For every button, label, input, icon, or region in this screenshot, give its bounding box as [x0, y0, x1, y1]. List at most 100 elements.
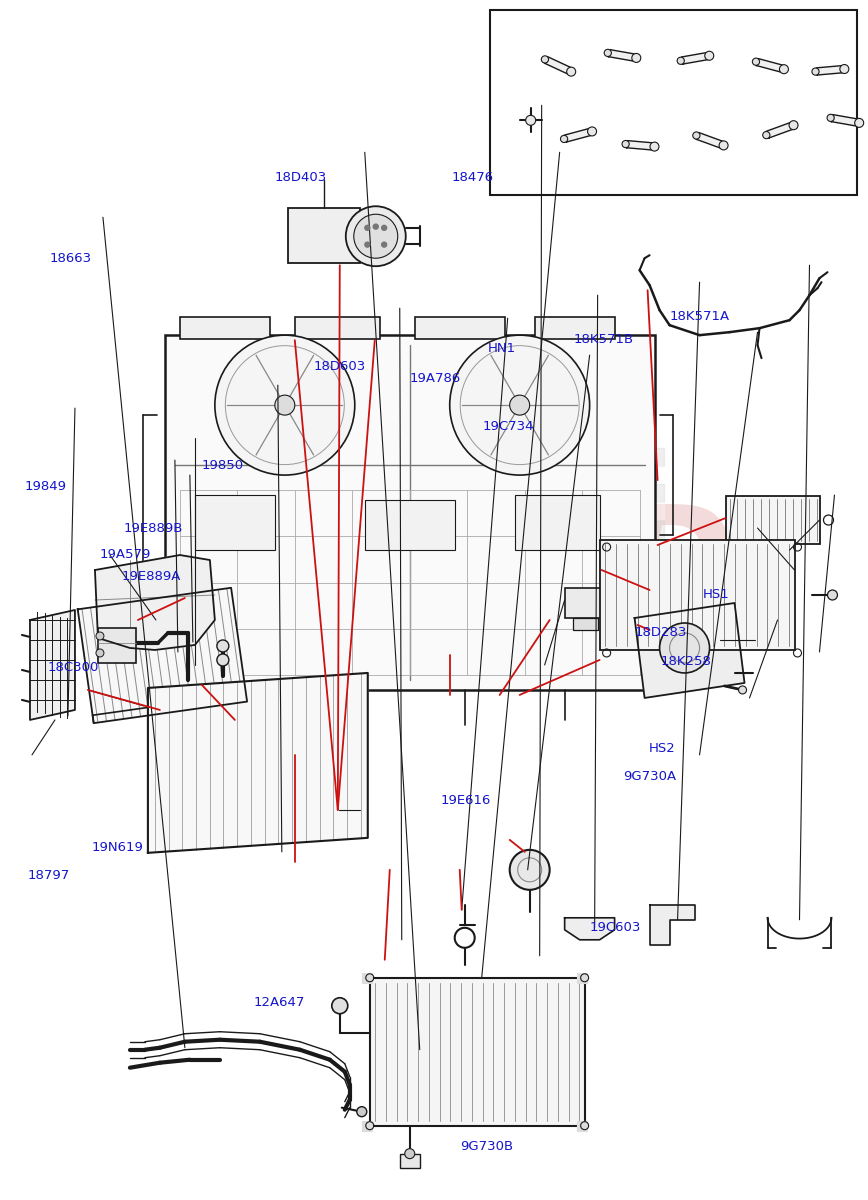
Text: 19849: 19849	[24, 480, 66, 492]
Polygon shape	[832, 114, 858, 126]
Polygon shape	[564, 128, 591, 142]
Circle shape	[542, 56, 549, 64]
Text: 18797: 18797	[28, 869, 70, 882]
Bar	[537, 538, 556, 556]
Bar	[609, 502, 628, 520]
Circle shape	[215, 335, 355, 475]
Circle shape	[632, 54, 641, 62]
Bar	[565, 588, 607, 618]
Text: 18476: 18476	[451, 172, 493, 185]
Bar	[556, 484, 574, 502]
Bar	[520, 484, 537, 502]
Circle shape	[365, 242, 370, 247]
Bar	[415, 317, 504, 340]
Bar	[556, 520, 574, 538]
Bar	[609, 430, 628, 448]
Circle shape	[404, 1148, 415, 1159]
Bar	[574, 430, 592, 448]
Bar	[535, 317, 615, 340]
Polygon shape	[148, 673, 368, 853]
Circle shape	[382, 226, 386, 230]
Bar	[646, 502, 663, 520]
Bar	[628, 484, 646, 502]
Circle shape	[705, 52, 713, 60]
Circle shape	[753, 58, 760, 65]
Text: HS1: HS1	[702, 588, 729, 600]
Bar	[646, 538, 663, 556]
Text: 19850: 19850	[201, 460, 243, 472]
Circle shape	[217, 654, 229, 666]
Bar	[365, 500, 455, 550]
Circle shape	[855, 119, 864, 127]
Bar	[362, 1121, 372, 1130]
Text: 9G730A: 9G730A	[623, 769, 676, 782]
Bar	[520, 430, 537, 448]
Circle shape	[373, 224, 378, 229]
Bar	[574, 448, 592, 466]
Bar	[628, 574, 646, 592]
Circle shape	[510, 395, 529, 415]
Circle shape	[217, 640, 229, 652]
Circle shape	[510, 850, 549, 890]
Bar	[646, 556, 663, 574]
Bar	[592, 430, 609, 448]
Text: 18C300: 18C300	[48, 661, 99, 673]
Polygon shape	[756, 59, 783, 72]
Circle shape	[622, 140, 629, 148]
Bar	[576, 973, 587, 983]
Text: 19E616: 19E616	[441, 793, 491, 806]
Bar	[520, 592, 537, 610]
Bar	[556, 430, 574, 448]
Bar	[574, 502, 592, 520]
Bar	[180, 317, 270, 340]
Text: SCUD: SCUD	[285, 499, 736, 641]
Bar	[609, 448, 628, 466]
Bar	[592, 484, 609, 502]
Bar	[520, 520, 537, 538]
Bar	[574, 520, 592, 538]
Circle shape	[561, 136, 568, 143]
Bar	[537, 556, 556, 574]
Bar	[574, 556, 592, 574]
Polygon shape	[78, 588, 247, 724]
Bar	[628, 592, 646, 610]
Text: 19C603: 19C603	[590, 920, 641, 934]
Text: 9G730B: 9G730B	[460, 1140, 513, 1153]
Bar	[520, 556, 537, 574]
Circle shape	[660, 623, 709, 673]
Bar	[609, 574, 628, 592]
Text: 18K571B: 18K571B	[574, 334, 634, 347]
Bar	[520, 574, 537, 592]
Bar	[609, 556, 628, 574]
Bar	[646, 592, 663, 610]
Bar	[490, 11, 858, 196]
Circle shape	[693, 132, 700, 139]
Circle shape	[812, 68, 819, 76]
Polygon shape	[30, 610, 75, 720]
Text: 18K571A: 18K571A	[670, 311, 730, 324]
Text: 18D603: 18D603	[314, 360, 366, 373]
Bar	[520, 448, 537, 466]
Bar	[574, 466, 592, 484]
Bar	[556, 502, 574, 520]
Bar	[628, 430, 646, 448]
Bar	[537, 520, 556, 538]
Bar	[537, 466, 556, 484]
Bar	[592, 574, 609, 592]
Circle shape	[365, 226, 370, 230]
Bar	[609, 466, 628, 484]
Bar	[537, 574, 556, 592]
Polygon shape	[681, 53, 707, 64]
Bar	[646, 448, 663, 466]
Circle shape	[789, 121, 798, 130]
Circle shape	[739, 686, 746, 694]
Circle shape	[650, 142, 659, 151]
Bar	[609, 520, 628, 538]
Circle shape	[450, 335, 589, 475]
Text: 19A579: 19A579	[100, 548, 151, 560]
Circle shape	[827, 590, 838, 600]
Bar	[520, 538, 537, 556]
Circle shape	[567, 67, 575, 76]
Circle shape	[588, 127, 596, 136]
Bar	[576, 1121, 587, 1130]
